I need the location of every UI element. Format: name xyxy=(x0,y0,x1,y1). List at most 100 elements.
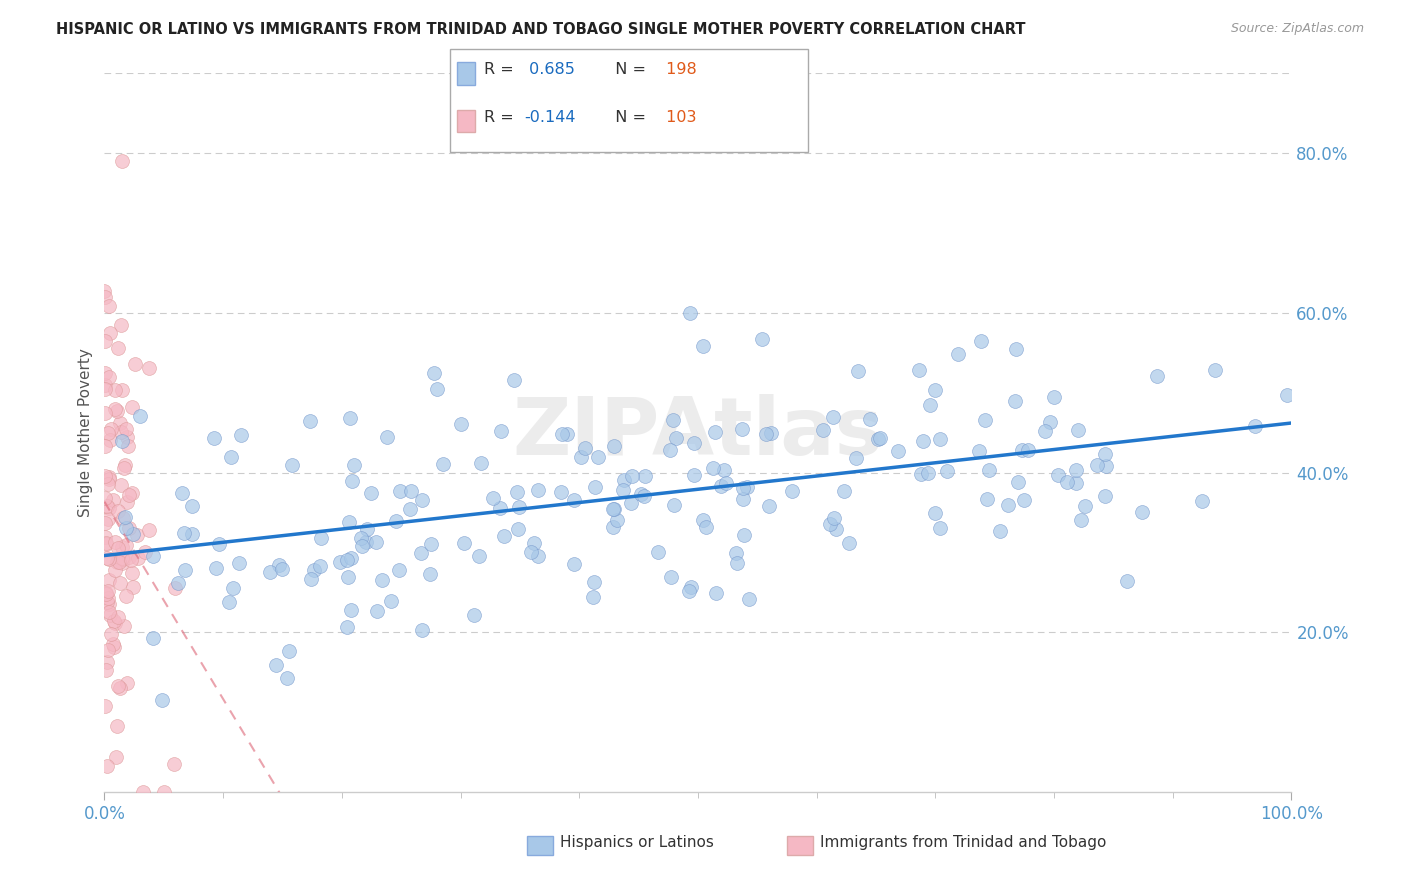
Point xyxy=(152,785,174,799)
Text: -0.144: -0.144 xyxy=(524,110,576,125)
Point xyxy=(380,594,402,608)
Point xyxy=(97,583,120,598)
Point xyxy=(94,491,117,505)
Point xyxy=(114,538,136,552)
Point xyxy=(121,566,143,580)
Text: N =: N = xyxy=(605,110,651,125)
Point xyxy=(111,556,134,570)
Point xyxy=(98,607,121,622)
Point xyxy=(96,550,118,565)
Point xyxy=(366,604,388,618)
Point xyxy=(929,521,952,535)
Point xyxy=(731,492,754,507)
Point xyxy=(946,347,969,361)
Point xyxy=(692,339,714,353)
Point xyxy=(399,502,422,516)
Point xyxy=(1007,475,1029,489)
Point xyxy=(298,414,321,428)
Point xyxy=(492,529,515,543)
Point xyxy=(731,421,754,435)
Point xyxy=(127,551,149,566)
Point xyxy=(574,441,596,455)
Point xyxy=(555,426,578,441)
Point xyxy=(98,326,121,340)
Point xyxy=(838,536,860,550)
Point xyxy=(1074,500,1097,514)
Point xyxy=(389,483,412,498)
Point xyxy=(1067,423,1090,437)
Point xyxy=(121,486,143,500)
Point xyxy=(508,500,530,515)
Point xyxy=(114,458,136,472)
Point xyxy=(388,563,411,577)
Point xyxy=(450,417,472,432)
Point xyxy=(108,681,131,695)
Point xyxy=(117,440,139,454)
Point xyxy=(602,520,624,534)
Point xyxy=(1116,574,1139,589)
Point xyxy=(181,499,204,513)
Point xyxy=(94,699,117,714)
Point xyxy=(582,590,605,604)
Point xyxy=(967,444,990,458)
Point xyxy=(426,382,449,396)
Point xyxy=(222,581,245,595)
Point xyxy=(630,487,652,501)
Point xyxy=(733,528,755,542)
Point xyxy=(114,422,136,436)
Point xyxy=(173,526,195,541)
Point xyxy=(270,562,292,576)
Point xyxy=(100,627,122,641)
Point xyxy=(659,570,682,584)
Point xyxy=(692,513,714,527)
Point xyxy=(111,154,134,169)
Point xyxy=(527,483,550,497)
Text: 103: 103 xyxy=(661,110,696,125)
Point xyxy=(127,528,149,542)
Point xyxy=(411,493,433,508)
Point xyxy=(612,483,634,497)
Point xyxy=(1033,424,1056,438)
Point xyxy=(228,556,250,570)
Point xyxy=(337,516,360,530)
Point xyxy=(105,403,128,417)
Point xyxy=(502,373,524,387)
Point xyxy=(354,535,377,549)
Point xyxy=(121,400,143,414)
Point xyxy=(751,332,773,346)
Point xyxy=(97,511,120,525)
Point xyxy=(453,536,475,550)
Point xyxy=(98,573,121,587)
Point xyxy=(94,289,117,303)
Point xyxy=(97,501,120,516)
Point xyxy=(1146,369,1168,384)
Point xyxy=(1056,475,1078,490)
Point xyxy=(114,619,136,633)
Point xyxy=(103,614,125,628)
Point xyxy=(886,443,908,458)
Point xyxy=(1130,505,1153,519)
Point xyxy=(132,785,155,799)
Point xyxy=(264,657,287,672)
Text: HISPANIC OR LATINO VS IMMIGRANTS FROM TRINIDAD AND TOBAGO SINGLE MOTHER POVERTY : HISPANIC OR LATINO VS IMMIGRANTS FROM TR… xyxy=(56,22,1026,37)
Point xyxy=(917,467,939,481)
Point xyxy=(665,431,688,445)
Point xyxy=(481,491,503,506)
Point xyxy=(1094,447,1116,461)
Text: Source: ZipAtlas.com: Source: ZipAtlas.com xyxy=(1230,22,1364,36)
Point xyxy=(551,426,574,441)
Point xyxy=(371,574,394,588)
Point xyxy=(419,567,441,582)
Point xyxy=(620,496,643,510)
Point xyxy=(107,504,129,518)
Text: 0.685: 0.685 xyxy=(524,62,575,78)
Point xyxy=(1244,419,1267,434)
Point xyxy=(163,581,186,595)
Point xyxy=(93,284,115,298)
Point xyxy=(100,422,122,436)
Point xyxy=(103,640,125,655)
Point xyxy=(110,540,132,554)
Point xyxy=(110,425,132,440)
Point xyxy=(988,524,1011,538)
Point xyxy=(845,451,868,466)
